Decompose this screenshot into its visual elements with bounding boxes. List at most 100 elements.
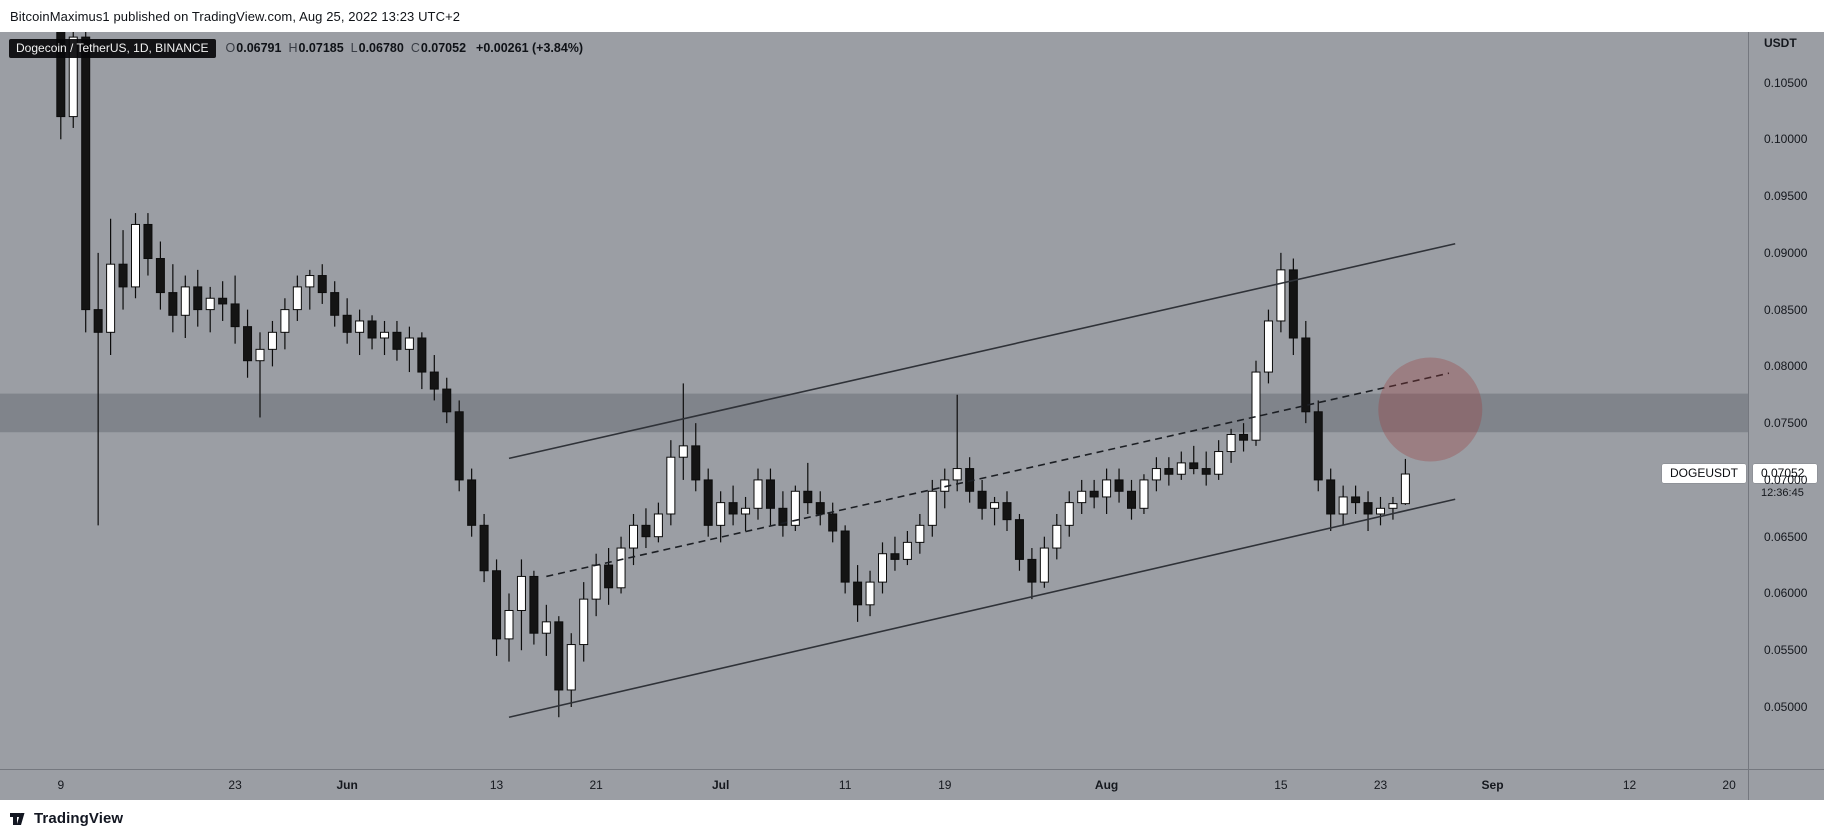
candle	[93, 252, 103, 526]
candle	[579, 582, 589, 662]
candle	[828, 502, 838, 543]
candle	[454, 400, 464, 492]
candle	[367, 315, 377, 350]
change-value: +0.00261 (+3.84%)	[476, 41, 584, 55]
candles-layer	[56, 14, 1410, 718]
low-label: L	[350, 41, 358, 55]
candle	[703, 468, 713, 537]
price-axis[interactable]: USDT 0.07052 12:36:45 0.10500 0.10000 0.09…	[1748, 0, 1824, 800]
candle	[1201, 451, 1211, 486]
candle	[753, 468, 763, 520]
high-value: 0.07185	[298, 41, 344, 55]
publish-info-bar: BitcoinMaximus1 published on TradingView…	[0, 0, 1824, 32]
price-axis-unit: USDT	[1764, 36, 1797, 50]
candle	[305, 269, 315, 310]
time-axis-tick: Sep	[1481, 778, 1504, 792]
candle	[790, 485, 800, 532]
price-axis-label: 0.08000	[1764, 359, 1808, 374]
time-axis-tick: Jun	[336, 778, 358, 792]
candle	[678, 383, 688, 480]
candle	[940, 468, 950, 509]
candlestick-chart[interactable]	[0, 0, 1748, 769]
high-label: H	[288, 41, 298, 55]
candle	[1239, 423, 1249, 452]
open-value: 0.06791	[236, 41, 282, 55]
candle	[168, 264, 178, 333]
tradingview-logo-icon[interactable]	[9, 809, 28, 828]
candle	[81, 31, 91, 333]
candle	[952, 394, 962, 492]
candle	[516, 559, 526, 651]
candle	[1064, 491, 1074, 537]
price-axis-label: 0.05000	[1764, 700, 1808, 714]
open-label: O	[225, 41, 236, 55]
time-axis-tick: Aug	[1094, 778, 1119, 792]
channel-upper-line[interactable]	[508, 242, 1456, 460]
price-axis-label: 0.09000	[1764, 245, 1808, 260]
candle	[554, 616, 564, 718]
candle	[1376, 496, 1385, 526]
candle	[429, 355, 439, 401]
candle	[741, 496, 751, 532]
candle	[492, 559, 502, 656]
horizontal-zone-overlay	[0, 393, 1748, 433]
candle	[118, 230, 128, 310]
price-axis-label: 0.06000	[1764, 586, 1808, 601]
chart-legend: Dogecoin / TetherUS, 1D, BINANCE O 0.0679…	[9, 38, 583, 58]
candle	[1164, 457, 1174, 486]
candle	[155, 241, 165, 310]
time-axis-tick: 13	[489, 778, 504, 792]
candle	[417, 332, 427, 390]
price-axis-label: 0.08500	[1764, 302, 1808, 317]
candle	[56, 14, 66, 140]
candle	[317, 264, 327, 304]
time-axis[interactable]: 9 23 Jun 13 21 Jul 11 19 Aug 15 23 Sep 12 20	[0, 769, 1824, 800]
candle	[604, 548, 614, 605]
candle	[1114, 468, 1124, 503]
time-axis-tick: 20	[1722, 778, 1736, 792]
candle	[1089, 479, 1099, 509]
candle	[1052, 513, 1062, 560]
candle	[1313, 400, 1323, 492]
candle	[404, 326, 414, 373]
time-axis-tick: 23	[1373, 778, 1388, 792]
symbol-price-flag: DOGEUSDT	[1661, 464, 1746, 484]
candle	[641, 508, 651, 549]
candle	[765, 468, 775, 526]
candle	[541, 604, 551, 656]
time-axis-tick: Jul	[711, 778, 730, 792]
channel-lower-line[interactable]	[508, 498, 1456, 718]
candle	[1263, 309, 1273, 384]
candle	[1363, 491, 1373, 532]
candle	[529, 570, 539, 645]
candle	[653, 502, 663, 543]
candle	[691, 423, 701, 492]
candle	[467, 468, 477, 537]
candle	[1077, 479, 1087, 514]
candle	[218, 281, 228, 321]
candle	[230, 275, 240, 344]
highlight-circle[interactable]	[1378, 357, 1483, 462]
tradingview-wordmark[interactable]: TradingView	[34, 810, 124, 827]
candle	[1002, 491, 1012, 532]
candle	[1176, 451, 1186, 480]
footer-bar: TradingView	[0, 800, 1824, 837]
candle	[1151, 457, 1161, 492]
candle	[1027, 548, 1037, 600]
price-axis-label: 0.05500	[1764, 643, 1808, 658]
time-axis-tick: 12	[1622, 778, 1637, 792]
time-axis-tick: 19	[938, 778, 952, 792]
candle	[504, 593, 514, 662]
candle	[591, 553, 601, 617]
dashed-midline[interactable]	[546, 372, 1450, 578]
time-axis-tick: 15	[1274, 778, 1288, 792]
bar-countdown: 12:36:45	[1761, 487, 1804, 500]
candle	[342, 298, 352, 344]
candle	[1301, 320, 1311, 424]
candle	[1127, 479, 1136, 520]
candle	[915, 513, 925, 554]
symbol-title[interactable]: Dogecoin / TetherUS, 1D, BINANCE	[9, 38, 216, 58]
candle	[1014, 513, 1024, 571]
candle	[1326, 468, 1336, 532]
last-price-label: 0.07052	[1753, 464, 1817, 484]
